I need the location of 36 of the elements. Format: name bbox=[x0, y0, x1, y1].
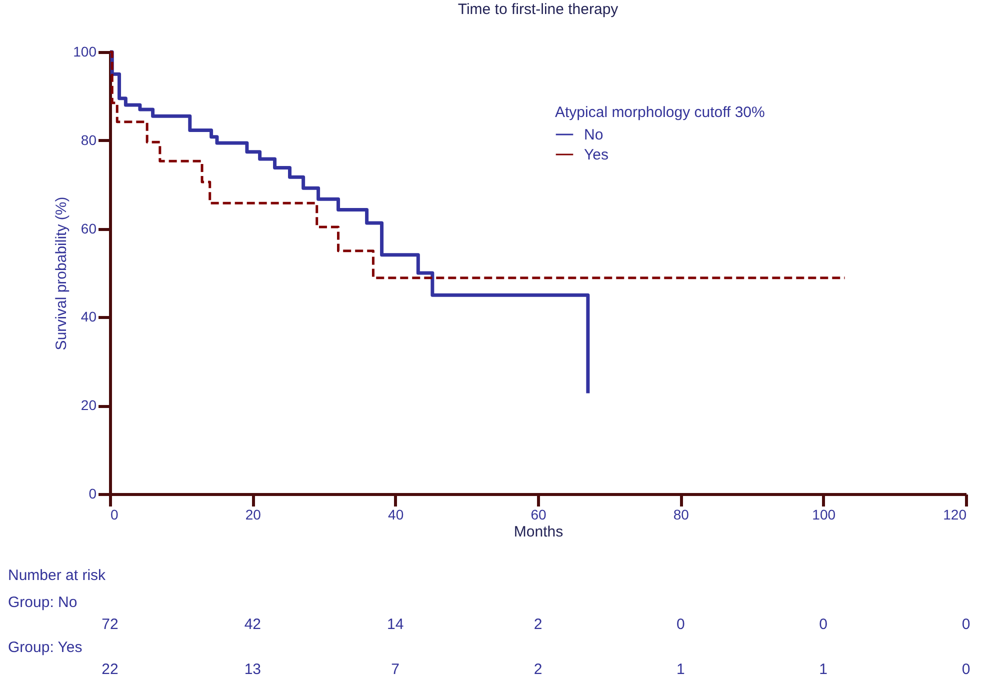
text: Number at risk bbox=[8, 567, 106, 584]
x-tick-label: 120 bbox=[943, 506, 967, 522]
text: 2 bbox=[534, 616, 542, 633]
y-tick-label: 80 bbox=[80, 132, 97, 148]
x-tick-label: 100 bbox=[812, 506, 836, 522]
text: 22 bbox=[102, 661, 118, 678]
text: 0 bbox=[676, 616, 685, 633]
legend-label: No bbox=[584, 126, 604, 144]
x-tick-label: 60 bbox=[530, 506, 546, 522]
text: 0 bbox=[962, 616, 970, 633]
x-tick-label: 80 bbox=[673, 506, 690, 522]
text: 13 bbox=[244, 661, 262, 678]
text: 72 bbox=[102, 616, 118, 633]
text: 7 bbox=[391, 661, 400, 678]
text: 0 bbox=[962, 661, 970, 678]
y-tick-label: 20 bbox=[80, 397, 97, 414]
text: 0 bbox=[819, 616, 828, 633]
text: 14 bbox=[386, 616, 404, 633]
text: 1 bbox=[819, 661, 828, 678]
x-axis-title: Months bbox=[514, 524, 564, 540]
text: Group: No bbox=[8, 594, 78, 611]
x-tick-label: 40 bbox=[388, 506, 404, 522]
text: Group: Yes bbox=[8, 639, 82, 656]
y-tick-label: 0 bbox=[88, 486, 97, 502]
text: 1 bbox=[676, 661, 685, 678]
legend-label: Yes bbox=[584, 146, 608, 164]
y-tick-label: 100 bbox=[73, 44, 97, 60]
legend-title: Atypical morphology cutoff 30% bbox=[555, 104, 765, 121]
chart-title: Time to first-line therapy bbox=[458, 1, 619, 18]
y-axis-title: Survival probability (%) bbox=[53, 196, 70, 350]
y-tick-label: 40 bbox=[80, 308, 97, 325]
text: 42 bbox=[244, 616, 262, 633]
y-tick-label: 60 bbox=[80, 220, 97, 236]
text: 2 bbox=[534, 661, 542, 678]
x-tick-label: 20 bbox=[245, 506, 262, 522]
x-tick-label: 0 bbox=[110, 506, 118, 522]
